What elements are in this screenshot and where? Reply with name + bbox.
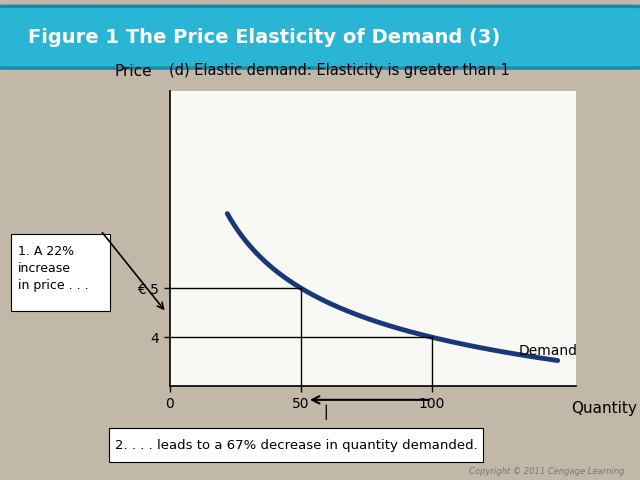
FancyBboxPatch shape bbox=[0, 6, 640, 68]
Text: 2. . . . leads to a 67% decrease in quantity demanded.: 2. . . . leads to a 67% decrease in quan… bbox=[115, 439, 477, 452]
FancyBboxPatch shape bbox=[109, 428, 483, 462]
FancyBboxPatch shape bbox=[11, 234, 110, 311]
Text: (d) Elastic demand: Elasticity is greater than 1: (d) Elastic demand: Elasticity is greate… bbox=[169, 63, 509, 78]
Y-axis label: Price: Price bbox=[114, 64, 152, 79]
Text: Demand: Demand bbox=[518, 344, 577, 358]
Text: Copyright © 2011 Cengage Learning: Copyright © 2011 Cengage Learning bbox=[468, 467, 624, 476]
Text: Figure 1 The Price Elasticity of Demand (3): Figure 1 The Price Elasticity of Demand … bbox=[28, 28, 500, 47]
X-axis label: Quantity: Quantity bbox=[572, 401, 637, 416]
Text: 1. A 22%
increase
in price . . .: 1. A 22% increase in price . . . bbox=[19, 245, 89, 292]
